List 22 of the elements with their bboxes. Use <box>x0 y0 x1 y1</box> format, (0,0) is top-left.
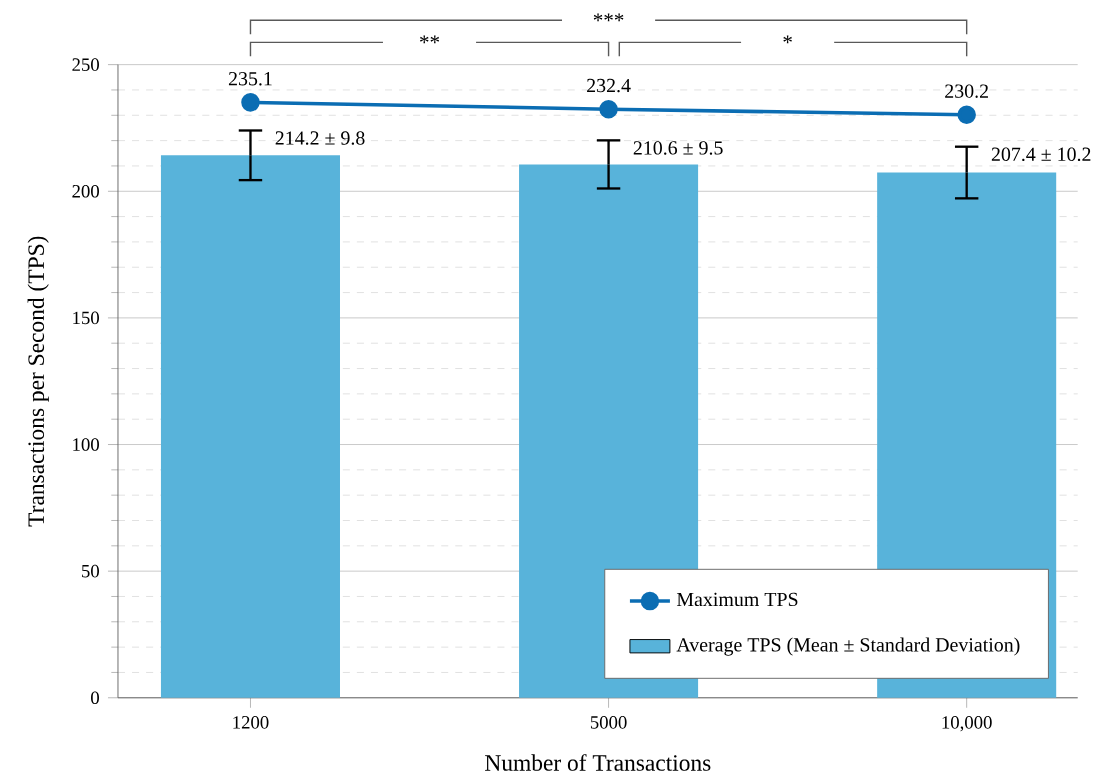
x-tick-label: 5000 <box>590 716 627 729</box>
data-label: 235.1 <box>228 72 272 86</box>
data-label: 232.4 <box>587 79 631 93</box>
x-tick-label: 10,000 <box>942 716 992 732</box>
text: *** <box>593 13 624 22</box>
y-tick-label: 150 <box>73 311 99 325</box>
data-label: 230.2 <box>945 84 988 99</box>
y-tick-label: 50 <box>82 564 99 578</box>
text: * <box>783 35 792 44</box>
y-tick-label: 100 <box>73 438 99 451</box>
x-axis-title: Number of Transactions <box>485 754 711 771</box>
y-tick-label: 0 <box>91 691 99 705</box>
data-label: 214.2 ± 9.8 <box>275 131 365 145</box>
y-axis-title: Transactions per Second (TPS) <box>27 236 49 527</box>
legend-label: Average TPS (Mean ± Standard Deviation) <box>676 637 1020 656</box>
y-tick-label: 200 <box>72 185 99 198</box>
x-tick-label: 1200 <box>233 716 269 729</box>
data-label: 210.6 ± 9.5 <box>633 141 723 155</box>
text: ** <box>420 35 440 44</box>
y-tick-label: 250 <box>72 58 99 72</box>
legend-label: Maximum TPS <box>676 592 798 607</box>
data-label: 207.4 ± 10.2 <box>991 147 1091 162</box>
